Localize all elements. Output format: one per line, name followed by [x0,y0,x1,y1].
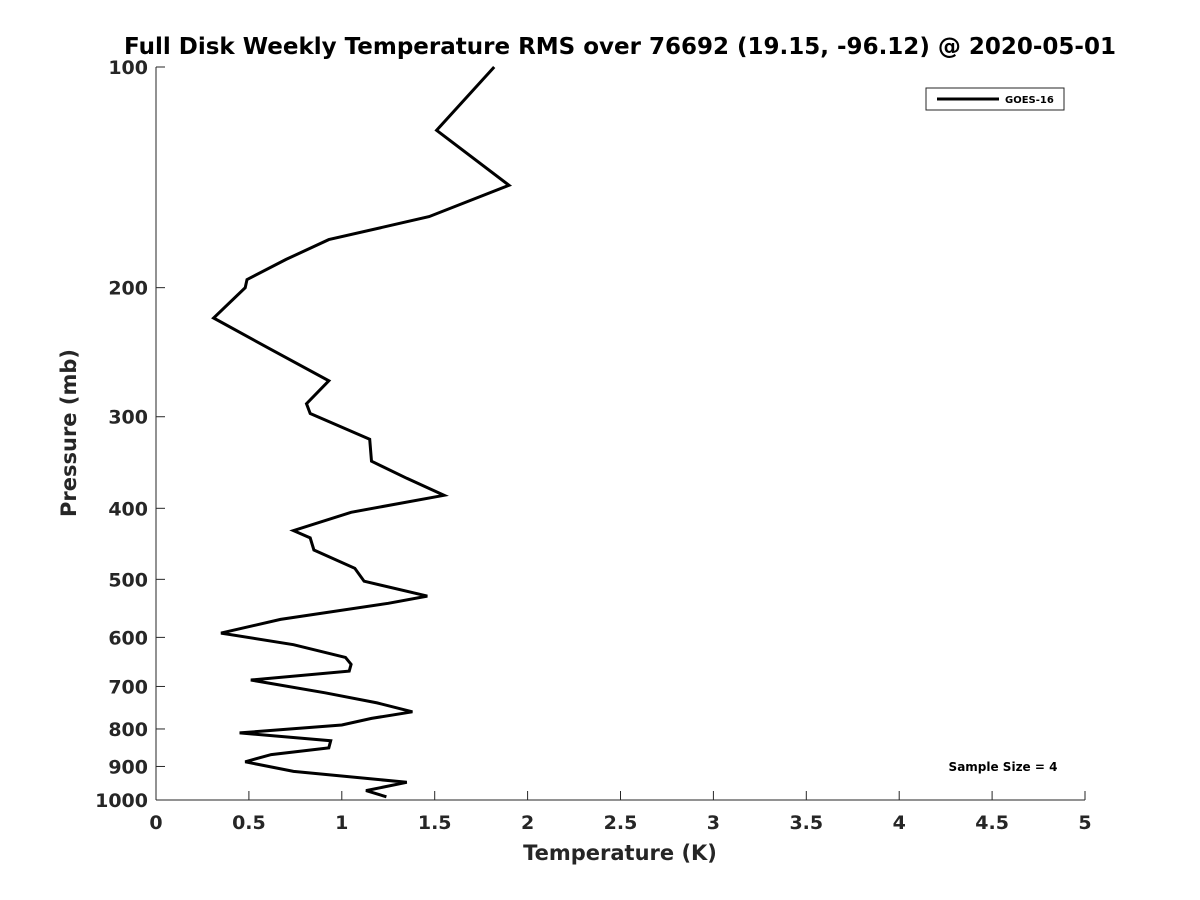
x-tick-label: 5 [1078,812,1091,834]
y-tick-label: 900 [108,756,148,778]
series-line-goes-16 [211,65,513,799]
x-tick-label: 3 [707,812,720,834]
y-tick-label: 700 [108,676,148,698]
legend: GOES-16 [925,87,1065,111]
y-tick-label: 800 [108,719,148,741]
x-tick-label: 1.5 [418,812,452,834]
x-tick-label: 1 [335,812,348,834]
x-tick-label: 4.5 [975,812,1009,834]
y-tick-label: 400 [108,498,148,520]
y-tick-label: 600 [108,627,148,649]
sample-size-annotation: Sample Size = 4 [949,760,1058,774]
x-axis: 0 0.5 1 1.5 2 2.5 3 3.5 4 4.5 5 [149,791,1092,834]
plot-background [156,67,1085,800]
y-tick-label: 1000 [95,790,148,812]
y-axis: 100 200 300 400 500 600 700 800 900 1000 [95,57,165,812]
x-tick-label: 4 [893,812,906,834]
chart-title: Full Disk Weekly Temperature RMS over 76… [124,34,1116,60]
x-tick-label: 3.5 [789,812,823,834]
y-tick-label: 100 [108,57,148,79]
x-axis-label: Temperature (K) [523,841,717,865]
y-axis-label: Pressure (mb) [57,349,81,517]
y-tick-label: 300 [108,407,148,429]
x-tick-label: 2 [521,812,534,834]
x-tick-label: 0 [149,812,162,834]
x-tick-label: 2.5 [604,812,638,834]
legend-label: GOES-16 [1005,95,1054,106]
y-tick-label: 200 [108,278,148,300]
y-tick-label: 500 [108,569,148,591]
x-tick-label: 0.5 [232,812,266,834]
series-group [211,65,513,799]
